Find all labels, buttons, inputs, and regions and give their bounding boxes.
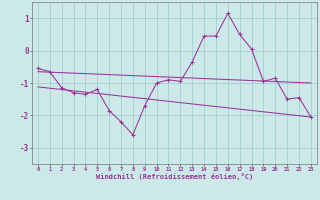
X-axis label: Windchill (Refroidissement éolien,°C): Windchill (Refroidissement éolien,°C) [96,173,253,180]
